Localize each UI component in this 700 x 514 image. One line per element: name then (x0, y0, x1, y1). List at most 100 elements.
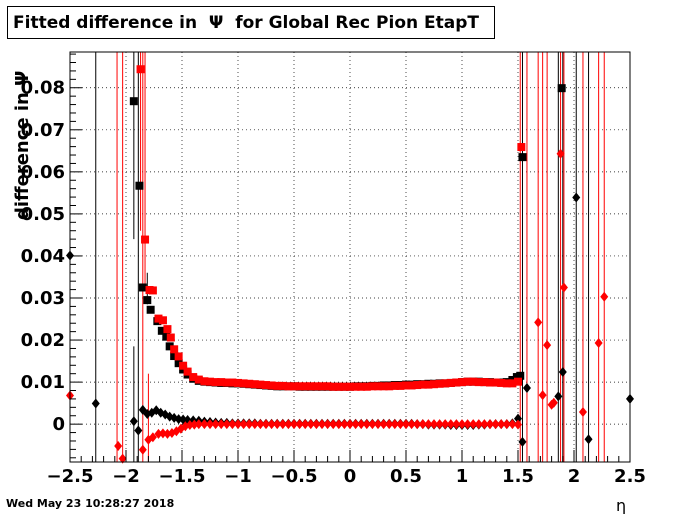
data-point-square (452, 378, 461, 387)
data-point-diamond (396, 419, 405, 430)
data-point-square (211, 378, 220, 387)
data-point-diamond (407, 419, 416, 430)
data-point-diamond (148, 432, 157, 443)
data-point-diamond (543, 340, 552, 351)
data-point-diamond (211, 419, 220, 430)
data-point-square (396, 381, 405, 390)
data-point-diamond (441, 419, 450, 430)
data-point-diamond (290, 419, 298, 430)
data-point-square (262, 381, 270, 390)
data-point-diamond (129, 416, 138, 427)
data-point-diamond (134, 425, 143, 436)
data-point-diamond (435, 419, 444, 430)
data-point-diamond (480, 419, 489, 430)
data-point-diamond (334, 419, 343, 430)
data-point-diamond (245, 419, 254, 430)
data-point-diamond (424, 419, 433, 430)
data-point-diamond (295, 419, 304, 430)
data-point-diamond (273, 419, 282, 430)
data-point-diamond (600, 291, 609, 302)
data-point-square (480, 378, 489, 387)
data-point-square (357, 382, 366, 391)
data-point-square (430, 380, 438, 389)
data-point-diamond (351, 419, 360, 430)
data-point-square (166, 333, 175, 342)
data-point-diamond (267, 419, 276, 430)
data-point-square (174, 352, 183, 361)
data-point-diamond (185, 419, 194, 430)
data-point-diamond (491, 419, 500, 430)
data-point-square (346, 382, 354, 391)
data-point-diamond (379, 419, 388, 430)
data-point-square (234, 378, 242, 387)
data-point-square (267, 381, 276, 390)
data-point-square (290, 382, 298, 391)
data-point-square (318, 382, 326, 391)
data-point-square (508, 379, 517, 388)
data-point-square (189, 373, 198, 382)
data-point-diamond (262, 419, 270, 430)
data-point-diamond (301, 419, 310, 430)
data-point-diamond (430, 419, 438, 430)
data-point-square (278, 381, 287, 390)
data-point-diamond (502, 419, 511, 430)
data-point-diamond (154, 428, 163, 439)
data-point-diamond (118, 453, 127, 464)
data-point-square (170, 352, 179, 361)
x-tick-label: 2 (568, 466, 581, 487)
data-point-diamond (340, 419, 349, 430)
data-point-square (407, 381, 416, 390)
date-stamp: Wed May 23 10:28:27 2018 (6, 497, 175, 510)
y-tick-label: 0.03 (21, 288, 65, 309)
chart-title: Fitted difference in Ψ for Global Rec Pi… (13, 13, 479, 33)
data-point-diamond (190, 419, 199, 430)
title-box: Fitted difference in Ψ for Global Rec Pi… (7, 6, 495, 39)
y-tick-label: 0.06 (21, 162, 65, 183)
data-point-square (557, 84, 566, 93)
axis-ticks: −2.5 −2 −1.5 −1 −0.5 0 0.5 1 1.5 2 2.5 0 0.01 0.02 0.0… (21, 53, 646, 487)
data-point-diamond (239, 419, 248, 430)
data-point-diamond (418, 419, 427, 430)
data-point-square (256, 380, 265, 389)
y-tick-label: 0.01 (21, 372, 65, 393)
data-point-square (374, 382, 382, 391)
data-point-diamond (558, 367, 567, 378)
x-tick-label: 0.5 (390, 466, 422, 487)
data-point-diamond (200, 419, 209, 430)
data-point-diamond (114, 441, 123, 452)
data-point-square (228, 378, 237, 387)
data-point-square (502, 379, 511, 388)
data-point-square (250, 380, 259, 389)
data-point-diamond (463, 419, 472, 430)
data-point-diamond (522, 382, 531, 393)
data-point-diamond (385, 419, 394, 430)
data-point-diamond (402, 419, 410, 430)
data-point-diamond (508, 419, 517, 430)
data-point-square (179, 361, 188, 370)
data-point-diamond (194, 419, 203, 430)
data-point-diamond (323, 419, 332, 430)
y-tick-label: 0 (52, 414, 65, 435)
data-point-square (446, 378, 455, 387)
data-point-diamond (413, 419, 422, 430)
data-point-square (458, 378, 466, 387)
data-point-square (206, 377, 214, 386)
data-point-diamond (306, 419, 315, 430)
data-point-square (194, 375, 203, 384)
data-point-square (497, 378, 506, 387)
data-point-diamond (390, 419, 399, 430)
x-tick-label: −2 (112, 466, 140, 487)
data-point-diamond (318, 419, 326, 430)
data-point-square (165, 342, 174, 351)
data-point-square (154, 314, 163, 323)
data-point-diamond (474, 419, 483, 430)
y-tick-label: 0.04 (21, 246, 65, 267)
data-point-square (217, 378, 226, 387)
data-point-square (148, 286, 157, 295)
grid-lines (69, 52, 631, 462)
x-axis-label: η (616, 496, 627, 514)
data-point-square (239, 379, 248, 388)
data-point-diamond (559, 282, 568, 293)
data-point-square (516, 371, 525, 380)
